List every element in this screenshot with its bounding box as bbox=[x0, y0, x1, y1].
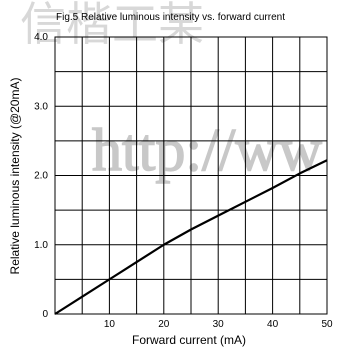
tick-labels: 10 20 30 40 50 0 1.0 2.0 3.0 4.0 bbox=[34, 32, 333, 330]
x-axis-label: Forward current (mA) bbox=[132, 333, 246, 347]
grid bbox=[55, 37, 327, 314]
watermark: 信楷工某 http://ww bbox=[20, 0, 323, 184]
x-tick-label: 50 bbox=[321, 319, 333, 330]
x-tick-label: 30 bbox=[213, 319, 225, 330]
series bbox=[54, 159, 328, 315]
watermark-url: http://ww bbox=[92, 117, 323, 183]
plot-frame bbox=[54, 36, 328, 315]
x-tick-label: 10 bbox=[104, 319, 116, 330]
chart-title: Fig.5 Relative luminous intensity vs. fo… bbox=[56, 12, 285, 23]
x-tick-label: 40 bbox=[267, 319, 279, 330]
y-tick-label: 4.0 bbox=[34, 32, 48, 43]
watermark-chars: 信楷工某 bbox=[20, 0, 204, 50]
y-tick-label: 2.0 bbox=[34, 171, 48, 182]
x-tick-label: 20 bbox=[158, 319, 170, 330]
y-tick-label: 0 bbox=[42, 309, 48, 320]
y-tick-label: 1.0 bbox=[34, 240, 48, 251]
series-line bbox=[54, 159, 328, 315]
y-tick-label: 3.0 bbox=[34, 101, 48, 112]
y-axis-label: Relative luminous intensity (@20mA) bbox=[8, 78, 22, 275]
